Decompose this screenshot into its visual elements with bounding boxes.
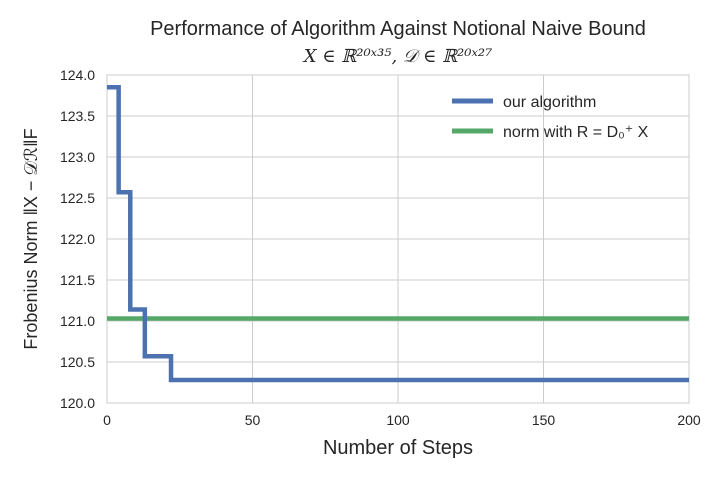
x-axis-label: Number of Steps [323,437,473,459]
x-tick-label: 200 [677,412,701,428]
y-tick-label: 120.0 [60,395,95,411]
legend-label-our-algorithm: our algorithm [503,94,596,111]
chart-subtitle: X ∈ ℝ²⁰ˣ³⁵, 𝒟 ∈ ℝ²⁰ˣ²⁷ [302,46,493,67]
y-tick-label: 122.5 [60,190,95,206]
y-tick-label: 124.0 [60,67,95,83]
chart-title: Performance of Algorithm Against Notiona… [150,18,646,40]
x-tick-label: 100 [386,412,410,428]
x-tick-label: 150 [532,412,556,428]
y-tick-label: 120.5 [60,354,95,370]
legend-label-naive-bound: norm with R = D₀⁺ X [503,124,649,141]
y-tick-label: 121.5 [60,272,95,288]
x-tick-label: 0 [103,412,111,428]
y-tick-labels: 120.0 120.5 121.0 121.5 122.0 122.5 123.0 123.5… [60,67,95,411]
y-axis-label: Frobenius Norm ‖X − 𝒟ℛ‖F [21,128,41,349]
series-layer [107,85,689,383]
y-tick-label: 122.0 [60,231,95,247]
series-line-our-algorithm [107,85,689,383]
plot-frame [106,74,690,404]
y-tick-label: 121.0 [60,313,95,329]
legend: our algorithm norm with R = D₀⁺ X [452,94,649,141]
y-tick-label: 123.5 [60,108,95,124]
y-tick-label: 123.0 [60,149,95,165]
x-tick-label: 50 [245,412,261,428]
x-tick-labels: 0 50 100 150 200 [103,412,701,428]
